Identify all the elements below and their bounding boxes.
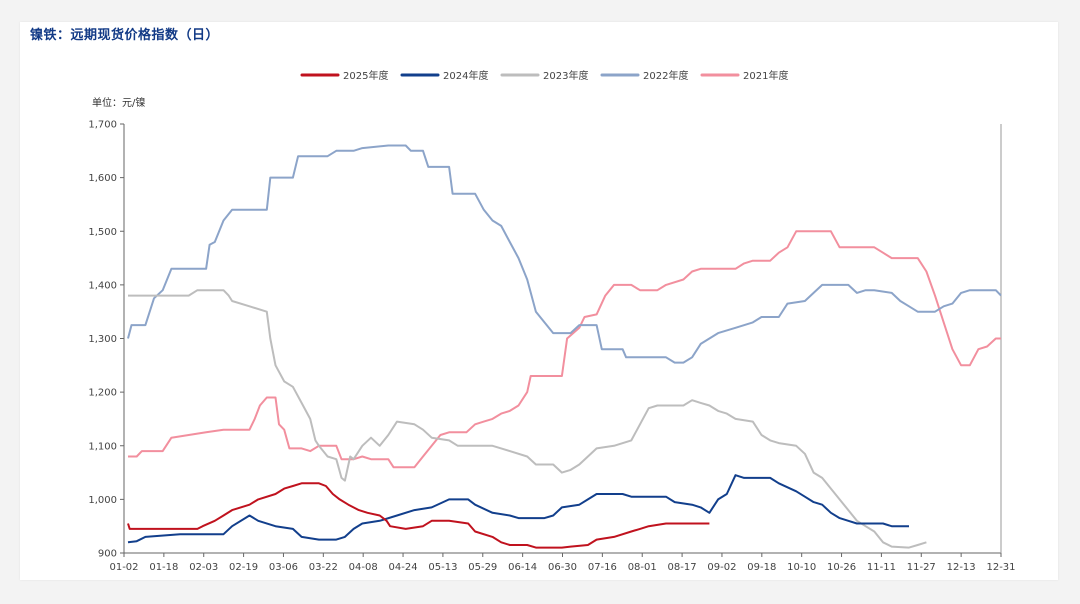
x-tick-label: 01-02	[109, 562, 138, 573]
chart-title: 镍铁：远期现货价格指数（日）	[30, 28, 220, 43]
y-tick-label: 1,300	[88, 334, 117, 345]
legend-label: 2025年度	[343, 69, 388, 82]
legend-label: 2023年度	[543, 69, 588, 82]
x-tick-label: 04-24	[389, 562, 418, 573]
x-tick-label: 12-31	[986, 562, 1015, 573]
series-lines	[127, 144, 1002, 549]
x-tick-label: 05-13	[428, 562, 457, 573]
y-tick-label: 1,000	[88, 495, 117, 506]
y-tick-label: 1,400	[88, 280, 117, 291]
y-tick-label: 1,700	[88, 120, 117, 131]
chart-card	[20, 22, 1058, 580]
y-tick-label: 1,100	[88, 441, 117, 452]
x-tick-label: 04-08	[349, 562, 378, 573]
series-line	[127, 482, 710, 549]
x-tick-label: 02-03	[189, 562, 218, 573]
y-tick-label: 1,200	[88, 388, 117, 399]
x-tick-label: 01-18	[149, 562, 178, 573]
series-line	[128, 230, 1001, 469]
y-tick-label: 900	[98, 549, 117, 560]
series-line	[128, 289, 927, 549]
x-tick-label: 10-26	[827, 562, 856, 573]
y-tick-label: 1,500	[88, 227, 117, 238]
x-tick-label: 06-14	[508, 562, 537, 573]
x-tick-label: 07-16	[588, 562, 617, 573]
x-tick-label: 12-13	[947, 562, 976, 573]
y-tick-label: 1,600	[88, 173, 117, 184]
x-tick-label: 11-11	[867, 562, 896, 573]
series-line	[127, 474, 909, 544]
x-tick-label: 09-02	[707, 562, 736, 573]
x-tick-label: 03-22	[309, 562, 338, 573]
x-tick-label: 11-27	[907, 562, 936, 573]
legend-label: 2024年度	[443, 69, 488, 82]
x-tick-label: 02-19	[229, 562, 258, 573]
legend-label: 2021年度	[743, 69, 788, 82]
legend: 2025年度 2024年度 2023年度 2022年度 2021年度	[300, 69, 788, 82]
x-tick-label: 08-17	[668, 562, 697, 573]
x-tick-label: 09-18	[747, 562, 776, 573]
x-tick-label: 05-29	[468, 562, 497, 573]
x-tick-label: 03-06	[269, 562, 298, 573]
legend-label: 2022年度	[643, 69, 688, 82]
x-tick-label: 10-10	[787, 562, 816, 573]
series-line	[127, 144, 1002, 364]
unit-label: 单位：元/镍	[92, 96, 145, 109]
x-tick-label: 08-01	[628, 562, 657, 573]
x-tick-label: 06-30	[548, 562, 577, 573]
axes: 900 1,000 1,100 1,200 1,300 1,400 1,500 1,600 1,…	[88, 120, 1015, 574]
